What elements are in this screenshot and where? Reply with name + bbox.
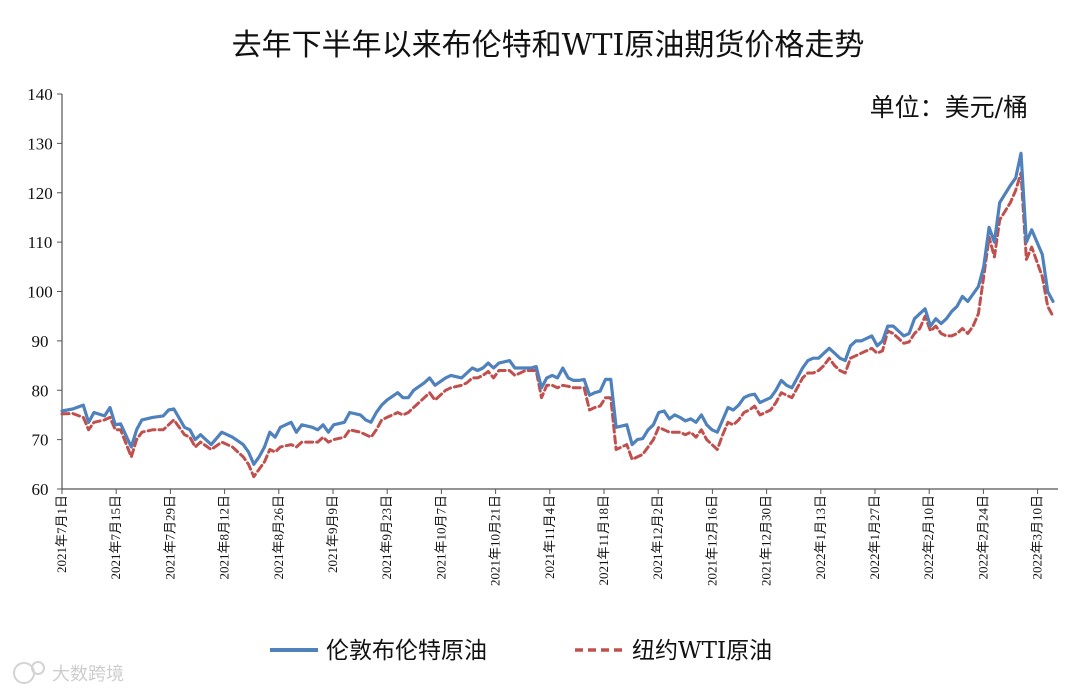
y-tick-label: 60 [32,480,49,499]
y-tick-label: 70 [32,431,49,450]
chart-title: 去年下半年以来布伦特和WTI原油期货价格走势 [232,28,865,63]
x-tick-label: 2021年12月16日 [704,495,719,586]
watermark-logo-icon [13,662,35,684]
watermark-logo-dot-icon [31,661,45,675]
x-tick-label: 2021年7月15日 [108,495,123,580]
x-tick-label: 2021年10月21日 [488,495,503,586]
x-tick-label: 2021年11月4日 [542,495,557,579]
watermark-text: 大数跨境 [52,664,124,685]
y-tick-label: 110 [28,233,53,252]
legend-label-brent: 伦敦布伦特原油 [326,638,487,664]
series-line-wti [60,171,1055,479]
axes [61,94,1058,490]
x-tick-label: 2021年9月23日 [379,495,394,580]
x-tick-label: 2021年8月12日 [217,495,232,580]
x-axis-ticks: 2021年7月1日 2021年7月15日 2021年7月29日 2021年8月12日 2… [54,489,1045,586]
x-tick-label: 2021年8月26日 [271,495,286,580]
x-tick-label: 2022年1月13日 [813,495,828,580]
y-tick-label: 100 [27,283,53,302]
x-tick-label: 2021年12月30日 [759,495,774,586]
x-tick-label: 2022年2月10日 [921,495,936,580]
x-tick-label: 2022年2月24日 [975,495,990,580]
unit-label: 单位：美元/桶 [870,93,1028,122]
y-tick-label: 130 [27,134,53,153]
x-tick-label: 2021年10月7日 [433,495,448,580]
series-line-brent [60,151,1055,466]
series-layer [60,151,1055,479]
x-tick-label: 2021年7月1日 [54,495,69,573]
y-axis-ticks: 60 70 80 90 100 110 120 130 140 [27,85,62,499]
y-tick-label: 140 [27,85,53,104]
legend: 伦敦布伦特原油 纽约WTI原油 [270,638,772,664]
x-tick-label: 2021年12月2日 [650,495,665,580]
x-tick-label: 2022年3月10日 [1030,495,1045,580]
y-tick-label: 80 [32,381,49,400]
x-tick-label: 2022年1月27日 [867,495,882,580]
legend-label-wti: 纽约WTI原油 [632,638,772,664]
watermark: 大数跨境 [13,661,124,685]
x-tick-label: 2021年11月18日 [596,495,611,586]
x-tick-label: 2021年9月9日 [325,495,340,573]
y-tick-label: 90 [32,332,49,351]
x-tick-label: 2021年7月29日 [162,495,177,580]
y-tick-label: 120 [27,184,53,203]
